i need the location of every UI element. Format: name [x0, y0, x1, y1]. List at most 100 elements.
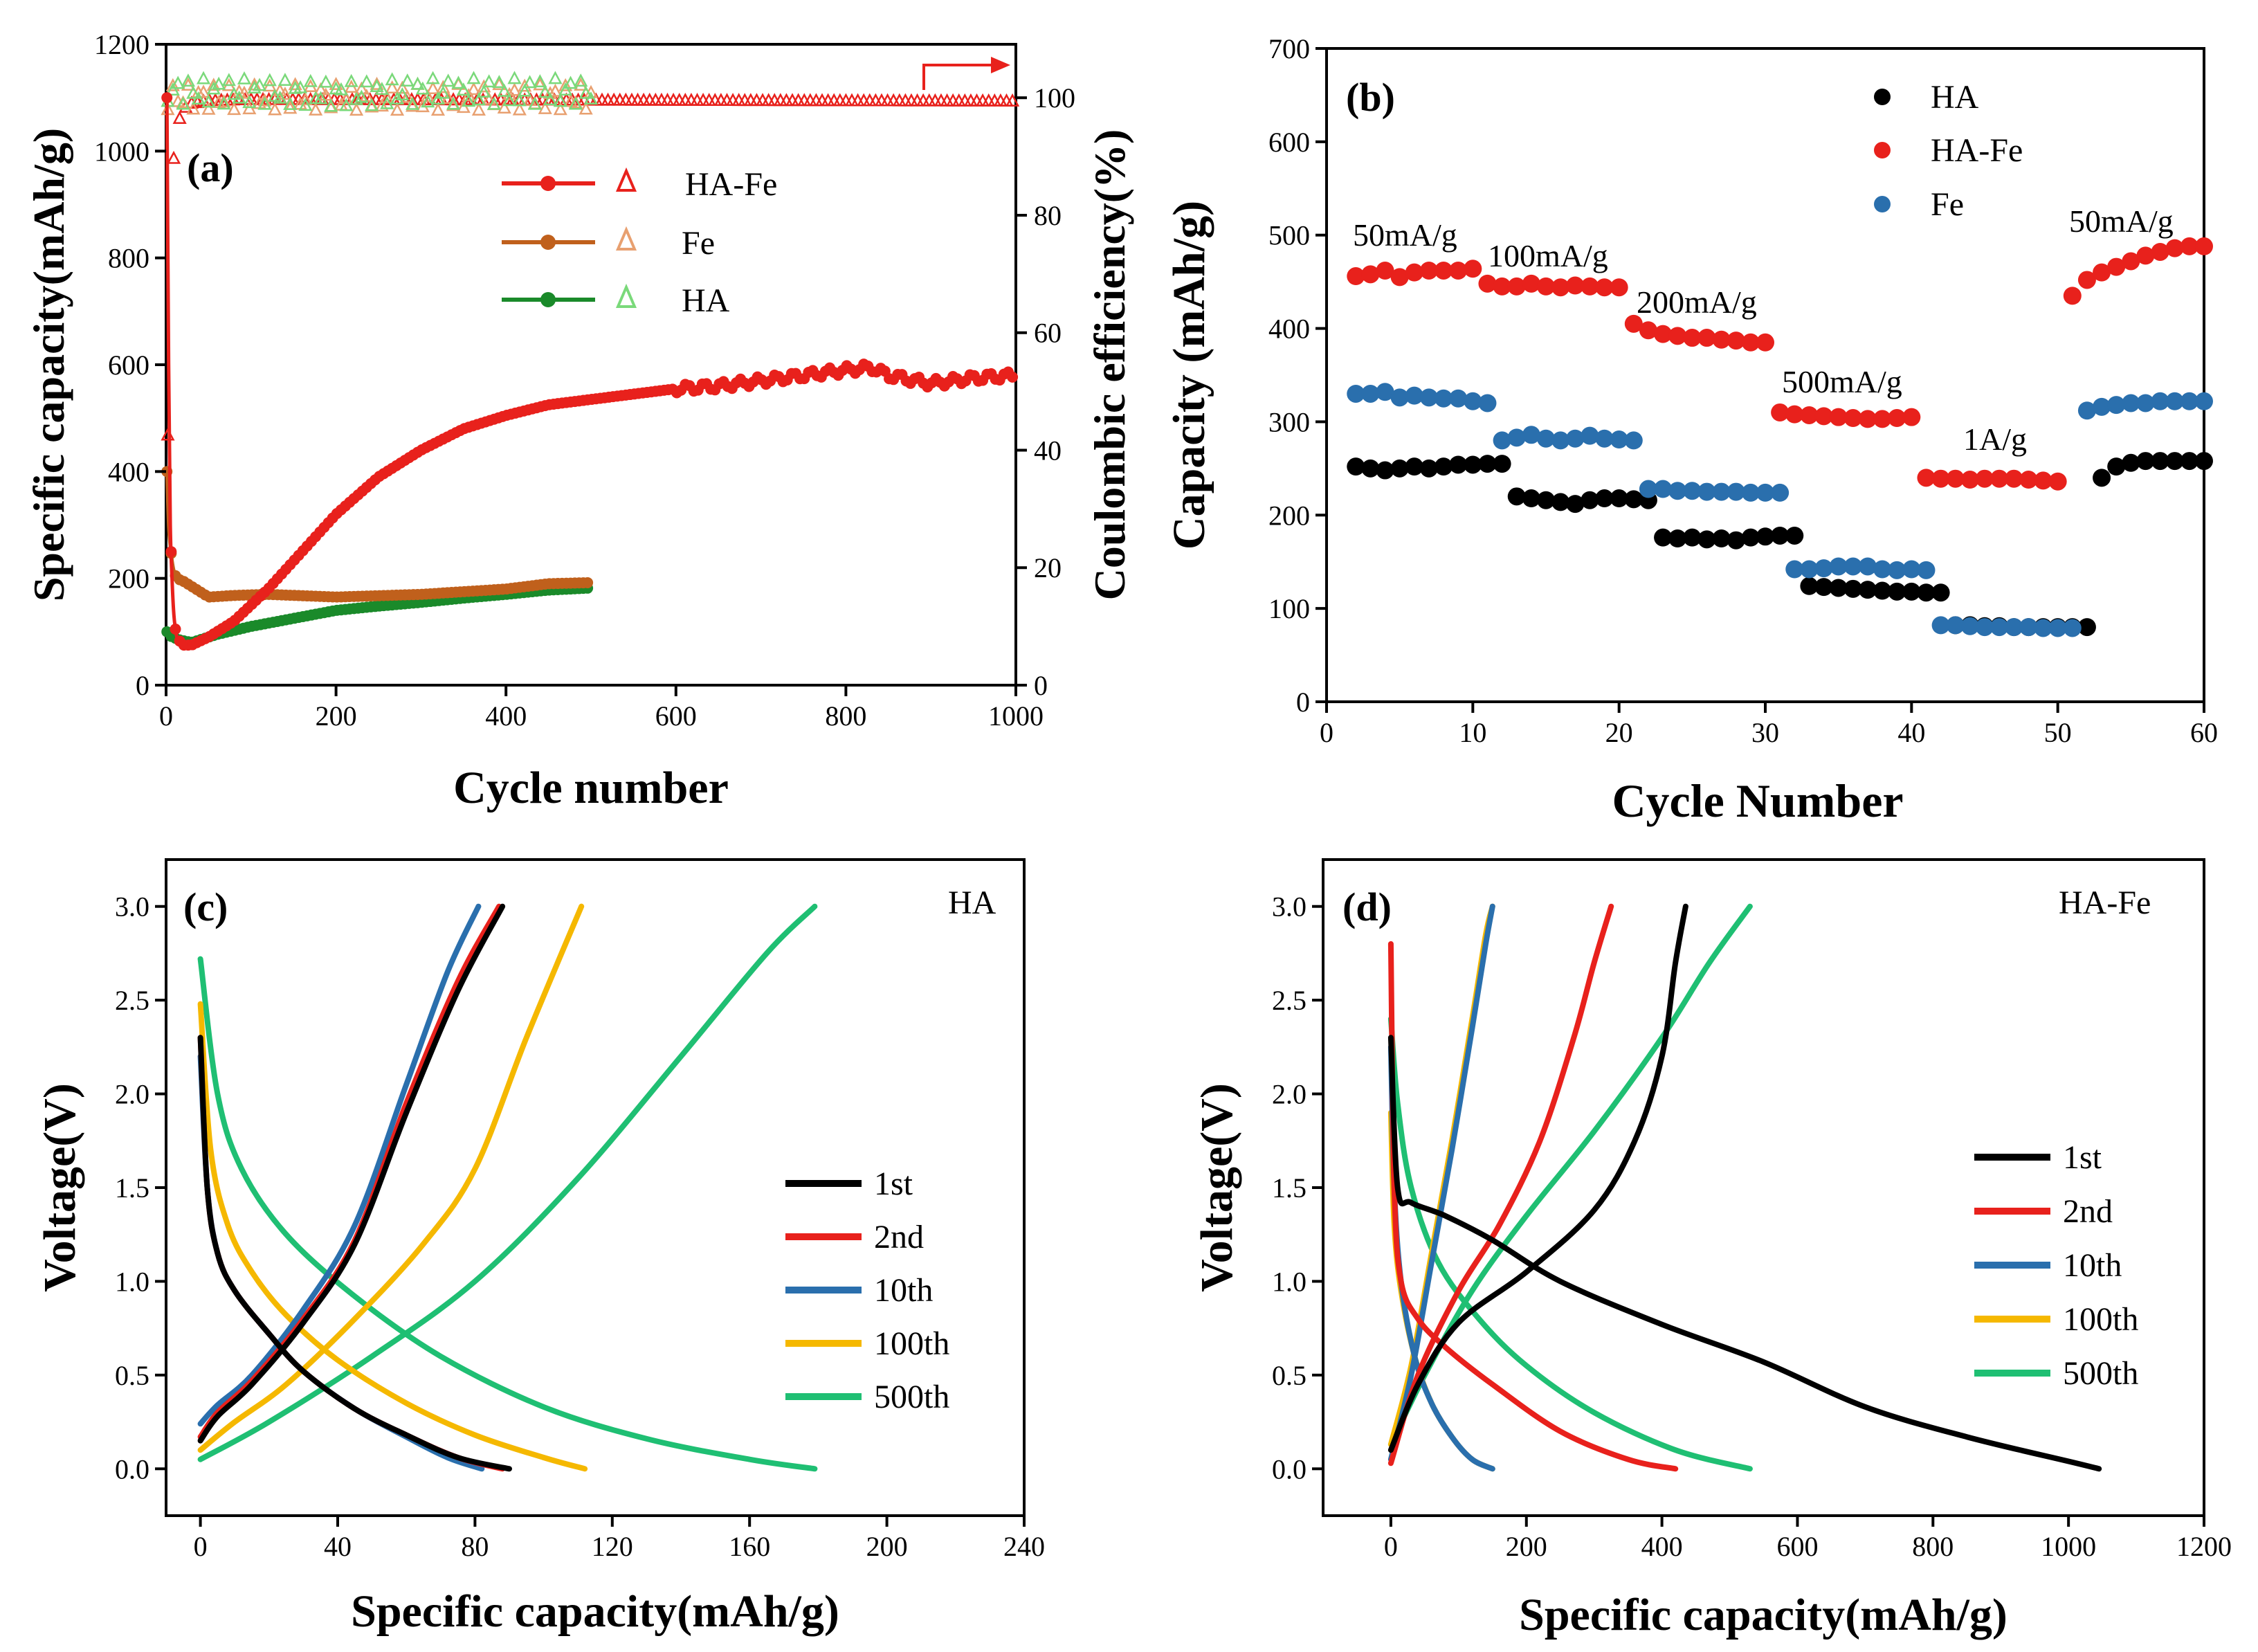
panel-d-xtick-label: 0 — [1384, 1531, 1398, 1562]
panel-c-xlabel: Specific capacity(mAh/g) — [351, 1586, 839, 1637]
capacity-point — [582, 577, 593, 588]
panel-d-xtick-label: 200 — [1506, 1531, 1547, 1562]
panel-d-label: (d) — [1342, 884, 1392, 929]
panel-a-ytick-label: 1000 — [94, 136, 149, 167]
panel-d-ytick-label: 0.0 — [1272, 1453, 1306, 1485]
rate-point — [1756, 334, 1774, 352]
panel-d-ytick-label: 1.5 — [1272, 1172, 1306, 1204]
panel-c-xtick-label: 0 — [194, 1531, 208, 1562]
series-ha-fe-capacity — [161, 92, 1018, 651]
panel-a-ytick-label: 200 — [108, 563, 149, 594]
panel-c-series-10th — [201, 907, 482, 1469]
series-ha-fe — [1347, 237, 2213, 491]
panel-a-xtick-label: 0 — [159, 700, 173, 732]
panel-a-ytick-label: 1200 — [94, 29, 149, 60]
legend-label-ha-fe: HA-Fe — [685, 166, 777, 203]
capacity-point — [1007, 372, 1018, 383]
panel-d-xtick-label: 800 — [1912, 1531, 1954, 1562]
rate-point — [1610, 278, 1628, 296]
panel-c-xtick-label: 40 — [324, 1531, 352, 1562]
panel-c-ytick-label: 1.0 — [115, 1266, 149, 1297]
panel-a-ytick-label: 400 — [108, 456, 149, 487]
panel-d-ytick-label: 2.0 — [1272, 1079, 1306, 1110]
legend-triangle-ha-fe — [618, 171, 635, 190]
annotation-1a: 1A/g — [1963, 421, 2027, 457]
ce-point — [320, 76, 331, 87]
panel-a-xtick-label: 1000 — [988, 700, 1044, 732]
rate-point — [2064, 287, 2082, 305]
panel-c-ytick-label: 2.5 — [115, 985, 149, 1016]
panel-b-legend: HA HA-Fe Fe — [1874, 79, 2023, 223]
ce-point — [534, 76, 545, 87]
annotation-500ma: 500mA/g — [1782, 364, 1902, 399]
panel-b-ytick-label: 400 — [1268, 314, 1310, 345]
legend-label-b-fe: Fe — [1931, 186, 1964, 223]
panel-c-legend-label: 10th — [874, 1272, 933, 1309]
ce-point — [361, 76, 372, 87]
rate-point — [2049, 473, 2067, 491]
ce-point — [493, 77, 504, 87]
panel-c-xtick-label: 120 — [592, 1531, 633, 1562]
ce-point — [392, 105, 403, 115]
panel-b-frame — [1327, 48, 2204, 702]
rate-point — [1493, 455, 1511, 473]
panel-a-legend: HA-Fe Fe HA — [502, 166, 777, 319]
rate-point — [1625, 431, 1643, 449]
panel-a-ytick-label: 600 — [108, 350, 149, 381]
ce-point — [239, 73, 250, 84]
panel-d-legend-label: 2nd — [2063, 1193, 2113, 1230]
panel-a-arrowhead-icon — [991, 57, 1010, 73]
panel-c-xtick-label: 200 — [866, 1531, 908, 1562]
rate-point — [1917, 561, 1935, 579]
legend-marker-ha-fe — [540, 176, 556, 191]
panel-c-ytick-label: 0.5 — [115, 1360, 149, 1391]
legend-marker-b-ha — [1874, 89, 1891, 105]
annotation-200ma: 200mA/g — [1637, 284, 1757, 320]
legend-label-b-ha: HA — [1931, 79, 1979, 116]
panel-c-ytick-label: 3.0 — [115, 891, 149, 923]
panel-c-xtick-label: 160 — [729, 1531, 770, 1562]
ce-point — [549, 73, 561, 83]
panel-c-legend: 1st2nd10th100th500th — [785, 1165, 949, 1415]
rate-point — [1464, 260, 1482, 278]
rate-point — [2064, 619, 2082, 637]
panel-a-ytick-label: 800 — [108, 243, 149, 274]
panel-c-legend-label: 2nd — [874, 1219, 924, 1255]
panel-a-xlabel: Cycle number — [453, 763, 729, 813]
panel-b-ytick-label: 200 — [1268, 500, 1310, 531]
panel-c-sample-label: HA — [948, 884, 996, 921]
ce-point — [351, 105, 362, 115]
panel-a-xtick-label: 600 — [655, 700, 697, 732]
rate-point — [1932, 583, 1950, 601]
panel-b-xtick-label: 20 — [1605, 717, 1633, 748]
panel-a-xtick-label: 400 — [485, 700, 527, 732]
rate-point — [1785, 527, 1803, 545]
panel-b-xtick-label: 40 — [1897, 717, 1925, 748]
ce-point — [168, 153, 179, 163]
ce-point — [280, 75, 291, 85]
discharge-curve — [1391, 1019, 1750, 1469]
discharge-curve — [201, 1037, 509, 1469]
panel-a-xtick-label: 200 — [316, 700, 357, 732]
rate-point — [2195, 237, 2213, 255]
legend-marker-b-ha-fe — [1874, 142, 1891, 158]
panel-b-ytick-label: 300 — [1268, 406, 1310, 437]
panel-c-legend-label: 1st — [874, 1165, 913, 1202]
panel-c-label: (c) — [183, 884, 228, 929]
panel-c-xtick-label: 80 — [461, 1531, 489, 1562]
panel-b: 0 10 20 30 40 50 600100200300400500600700 (b) … — [1164, 33, 2218, 827]
panel-c-ylabel: Voltage(V) — [35, 1083, 85, 1292]
panel-b-xlabel: Cycle Number — [1612, 774, 1903, 827]
annotation-100ma: 100mA/g — [1488, 238, 1608, 273]
panel-c-series-500th — [201, 907, 815, 1469]
charge-curve — [1391, 907, 1686, 1451]
legend-label-ha: HA — [682, 282, 730, 319]
panel-d-ytick-label: 1.0 — [1272, 1266, 1306, 1297]
panel-d-xlabel: Specific capacity(mAh/g) — [1519, 1590, 2007, 1640]
panel-a-ylabel: Specific capacity(mAh/g) — [24, 128, 73, 601]
panel-a-right-axis-arrow — [924, 65, 996, 90]
rate-point — [2093, 469, 2111, 487]
panel-d-legend-label: 10th — [2063, 1247, 2122, 1284]
annotation-50ma-start: 50mA/g — [1353, 217, 1457, 253]
legend-triangle-fe — [618, 230, 635, 249]
